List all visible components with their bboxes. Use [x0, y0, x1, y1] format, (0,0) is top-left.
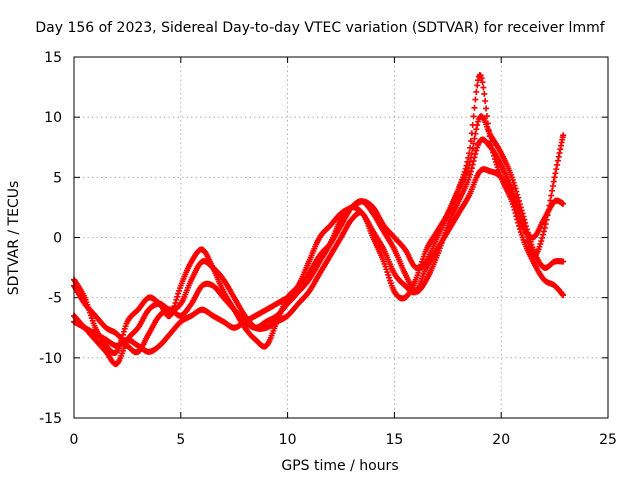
- data-point: [472, 130, 479, 137]
- data-point: [512, 185, 519, 192]
- data-point: [474, 122, 481, 129]
- data-point: [517, 229, 524, 236]
- data-point: [473, 147, 480, 154]
- y-tick-label: 15: [44, 50, 62, 66]
- data-point: [479, 79, 486, 86]
- data-point: [467, 171, 474, 178]
- data-point: [175, 290, 182, 297]
- x-tick-label: 15: [385, 432, 403, 448]
- data-point: [540, 231, 547, 238]
- series-day-4: [71, 166, 567, 355]
- data-point: [514, 207, 521, 214]
- data-point: [470, 158, 477, 165]
- data-point: [549, 183, 556, 190]
- y-tick-label: 5: [53, 170, 62, 186]
- data-point: [541, 224, 548, 231]
- data-point: [552, 170, 559, 177]
- data-point: [467, 168, 474, 175]
- data-point: [383, 266, 390, 273]
- data-point: [172, 299, 179, 306]
- data-point: [473, 88, 480, 95]
- data-point: [525, 241, 532, 248]
- data-point: [560, 292, 567, 299]
- data-point: [553, 166, 560, 173]
- data-point: [471, 104, 478, 111]
- data-point: [472, 96, 479, 103]
- data-point: [537, 240, 544, 247]
- data-point: [554, 157, 561, 164]
- data-point: [540, 228, 547, 235]
- data-point: [560, 258, 567, 265]
- y-tick-label: 0: [53, 231, 62, 247]
- data-point: [480, 84, 487, 91]
- data-layer: [71, 72, 567, 368]
- data-point: [469, 161, 476, 168]
- data-point: [560, 132, 567, 139]
- data-point: [385, 271, 392, 278]
- data-point: [539, 234, 546, 241]
- data-point: [173, 296, 180, 303]
- data-point: [470, 140, 477, 147]
- data-point: [471, 135, 478, 142]
- data-point: [554, 161, 561, 168]
- data-point: [548, 192, 555, 199]
- x-tick-label: 5: [176, 432, 185, 448]
- data-point: [384, 269, 391, 276]
- data-point: [549, 187, 556, 194]
- x-tick-label: 0: [70, 432, 79, 448]
- data-point: [174, 293, 181, 300]
- data-point: [481, 90, 488, 97]
- y-tick-label: -10: [39, 351, 62, 367]
- data-point: [482, 97, 489, 104]
- data-point: [468, 165, 475, 172]
- data-point: [474, 82, 481, 89]
- y-tick-label: -5: [48, 291, 62, 307]
- data-point: [472, 150, 479, 157]
- x-tick-label: 20: [492, 432, 510, 448]
- data-point: [470, 113, 477, 120]
- data-point: [513, 204, 520, 211]
- x-axis-label: GPS time / hours: [281, 458, 398, 474]
- data-point: [538, 238, 545, 245]
- data-point: [471, 154, 478, 161]
- data-point: [473, 126, 480, 133]
- y-tick-label: 10: [44, 110, 62, 126]
- x-tick-label: 10: [279, 432, 297, 448]
- data-point: [560, 200, 567, 207]
- y-axis-label: SDTVAR / TECUs: [6, 181, 22, 296]
- data-point: [526, 244, 533, 251]
- data-point: [478, 75, 485, 82]
- data-point: [550, 178, 557, 185]
- plot-border: [73, 56, 609, 419]
- data-point: [469, 145, 476, 152]
- data-point: [483, 105, 490, 112]
- data-point: [483, 113, 490, 120]
- data-point: [551, 174, 558, 181]
- data-point: [120, 328, 127, 335]
- data-point: [524, 237, 531, 244]
- y-tick-label: -15: [39, 411, 62, 427]
- data-point: [475, 77, 482, 84]
- chart-title: Day 156 of 2023, Sidereal Day-to-day VTE…: [35, 20, 605, 36]
- x-tick-label: 25: [599, 432, 617, 448]
